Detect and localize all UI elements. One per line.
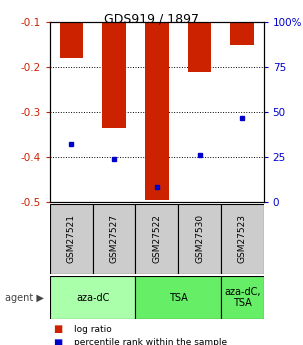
Bar [135,276,221,319]
Text: TSA: TSA [169,293,188,303]
Bar [188,22,211,72]
Bar [221,204,264,274]
Bar [135,204,178,274]
Bar [60,22,83,58]
Bar [221,276,264,319]
Text: agent ▶: agent ▶ [5,293,43,303]
Text: GSM27527: GSM27527 [110,214,118,264]
Text: GDS919 / 1897: GDS919 / 1897 [104,12,199,25]
Text: log ratio: log ratio [74,325,112,334]
Text: GSM27522: GSM27522 [152,215,161,263]
Text: ■: ■ [53,338,62,345]
Bar [50,276,135,319]
Text: aza-dC: aza-dC [76,293,109,303]
Bar [93,204,135,274]
Bar [231,22,254,45]
Bar [102,22,126,128]
Bar [145,22,168,199]
Text: GSM27523: GSM27523 [238,214,247,264]
Bar [50,204,93,274]
Text: percentile rank within the sample: percentile rank within the sample [74,338,227,345]
Text: ■: ■ [53,325,62,334]
Text: GSM27530: GSM27530 [195,214,204,264]
Text: aza-dC,
TSA: aza-dC, TSA [224,287,261,308]
Text: GSM27521: GSM27521 [67,214,76,264]
Bar [178,204,221,274]
